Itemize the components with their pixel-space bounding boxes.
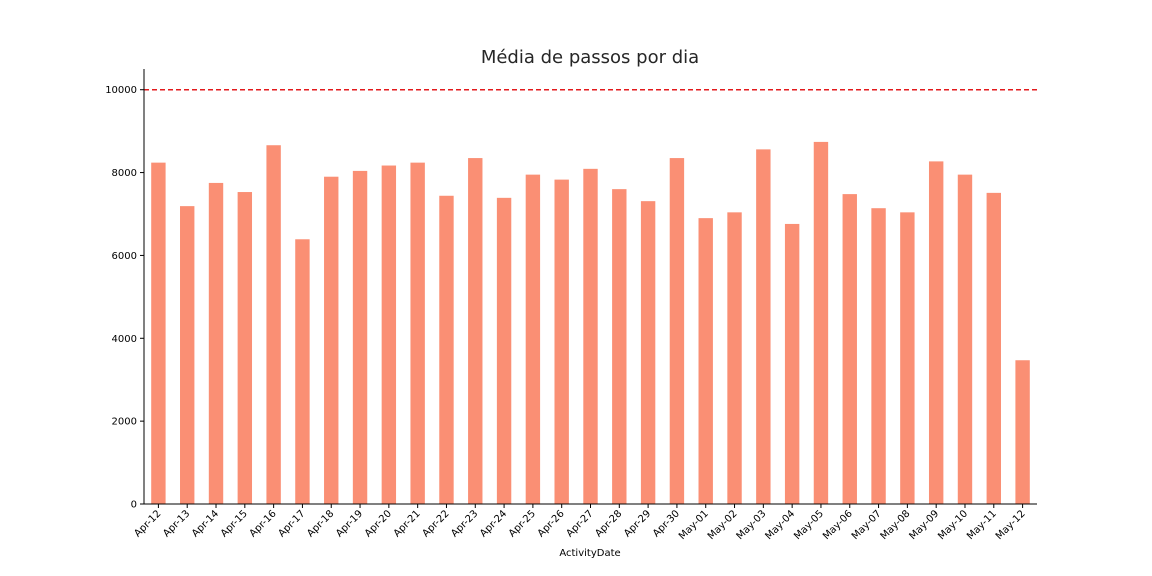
x-tick-label: May-02 xyxy=(706,508,740,542)
bar-apr-21 xyxy=(410,162,425,504)
x-tick-label: May-03 xyxy=(735,508,769,542)
y-tick-label: 10000 xyxy=(105,85,137,96)
x-tick-label: Apr-15 xyxy=(219,508,250,539)
bar-apr-27 xyxy=(583,168,598,504)
bar-apr-22 xyxy=(439,195,454,504)
bar-may-09 xyxy=(928,161,944,504)
x-tick-label: May-10 xyxy=(936,508,970,542)
bar-may-12 xyxy=(1015,360,1030,504)
bar-may-03 xyxy=(756,149,771,504)
y-tick-label: 2000 xyxy=(112,417,137,428)
x-tick-label: Apr-26 xyxy=(536,508,567,539)
x-tick-label: Apr-16 xyxy=(248,508,279,539)
bar-may-07 xyxy=(871,208,886,504)
bar-apr-25 xyxy=(525,174,541,504)
x-tick-label: Apr-22 xyxy=(420,508,451,539)
bar-may-02 xyxy=(727,212,742,504)
x-tick-label: Apr-17 xyxy=(276,508,307,539)
x-tick-label: May-12 xyxy=(994,508,1028,542)
bar-apr-14 xyxy=(208,182,224,504)
bar-may-05 xyxy=(813,141,829,504)
x-ticks-group: Apr-12Apr-13Apr-14Apr-15Apr-16Apr-17Apr-… xyxy=(132,504,1028,542)
bar-apr-28 xyxy=(612,189,627,504)
chart-title: Média de passos por dia xyxy=(481,47,699,68)
x-tick-label: Apr-12 xyxy=(132,508,163,539)
x-tick-label: Apr-13 xyxy=(161,508,192,539)
x-tick-label: Apr-27 xyxy=(565,508,596,539)
x-tick-label: May-01 xyxy=(677,508,711,542)
bar-apr-17 xyxy=(295,239,310,504)
x-tick-label: Apr-18 xyxy=(305,508,336,539)
bar-apr-12 xyxy=(151,162,166,504)
bars-group xyxy=(151,141,1030,505)
x-tick-label: May-04 xyxy=(763,508,797,542)
y-tick-label: 6000 xyxy=(112,251,137,262)
bar-may-08 xyxy=(900,212,915,504)
x-tick-label: Apr-25 xyxy=(507,508,538,539)
bar-may-01 xyxy=(698,218,713,504)
bar-apr-23 xyxy=(468,158,483,504)
bar-apr-19 xyxy=(352,170,368,504)
x-tick-label: May-11 xyxy=(965,508,999,542)
bar-apr-15 xyxy=(237,192,253,505)
bar-apr-24 xyxy=(496,197,512,504)
bar-apr-26 xyxy=(554,179,569,505)
x-tick-label: Apr-14 xyxy=(190,508,221,539)
x-axis-title: ActivityDate xyxy=(559,548,620,559)
y-tick-label: 8000 xyxy=(112,168,137,179)
y-tick-label: 0 xyxy=(131,500,137,511)
bar-may-04 xyxy=(784,223,800,504)
bar-apr-18 xyxy=(324,176,339,504)
bar-apr-13 xyxy=(180,206,195,504)
y-tick-label: 4000 xyxy=(112,334,137,345)
bar-may-10 xyxy=(957,174,973,504)
bar-may-06 xyxy=(842,194,857,505)
x-tick-label: May-05 xyxy=(792,508,826,542)
x-tick-label: Apr-29 xyxy=(622,508,653,539)
x-tick-label: May-07 xyxy=(850,508,884,542)
bar-apr-16 xyxy=(266,145,281,505)
x-tick-label: Apr-23 xyxy=(449,508,480,539)
x-tick-label: May-09 xyxy=(907,508,941,542)
y-ticks-group: 0 2000 4000 6000 8000 10000 xyxy=(105,85,144,511)
x-tick-label: May-06 xyxy=(821,508,855,542)
x-tick-label: Apr-24 xyxy=(478,508,509,539)
bar-apr-29 xyxy=(640,201,656,504)
bar-apr-30 xyxy=(669,158,685,504)
bar-may-11 xyxy=(986,192,1001,504)
x-tick-label: May-08 xyxy=(879,508,913,542)
x-tick-label: Apr-20 xyxy=(363,508,394,539)
x-tick-label: Apr-19 xyxy=(334,508,365,539)
bar-apr-20 xyxy=(381,165,397,504)
x-tick-label: Apr-21 xyxy=(392,508,423,539)
x-tick-label: Apr-28 xyxy=(593,508,624,539)
